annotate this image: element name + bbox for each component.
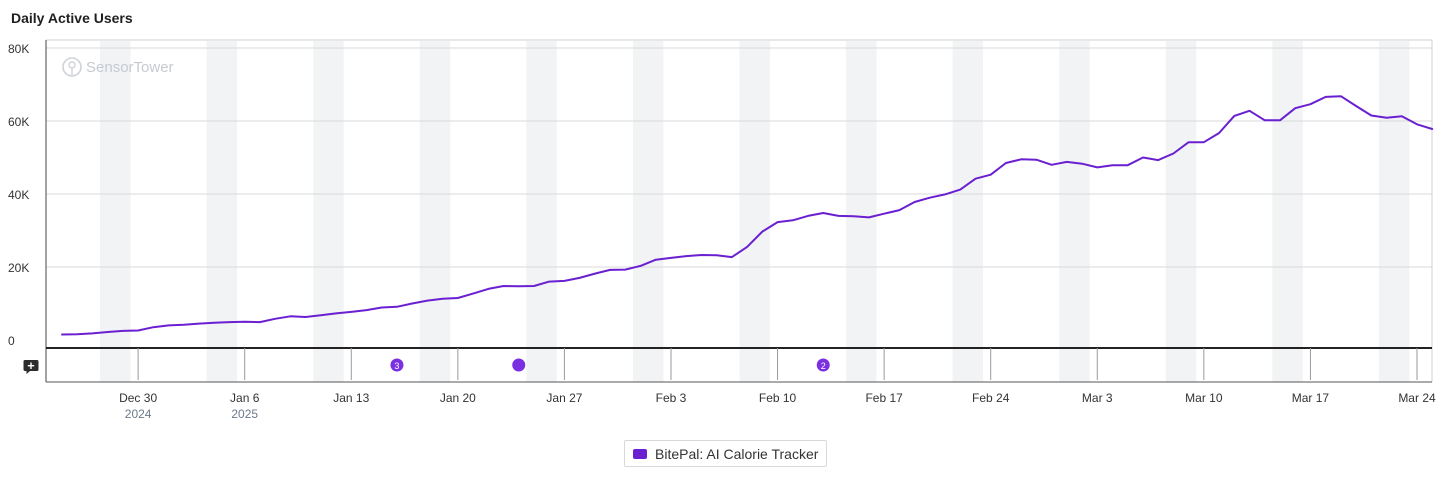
x-tick-label: Dec 30 [119, 391, 157, 405]
x-tick-year-label: 2024 [125, 407, 152, 421]
legend-swatch [633, 448, 647, 459]
annotation-marker-count: 3 [394, 361, 399, 371]
chart-title: Daily Active Users [11, 10, 133, 26]
y-tick-label: 60K [8, 115, 29, 129]
weekend-band [100, 41, 131, 382]
sensor-tower-logo-icon [62, 57, 82, 77]
annotation-marker[interactable] [512, 358, 526, 372]
watermark-text: SensorTower [86, 59, 174, 76]
y-tick-label: 20K [8, 261, 29, 275]
legend-label: BitePal: AI Calorie Tracker [655, 445, 819, 462]
x-tick-label: Mar 10 [1185, 391, 1223, 405]
x-tick-label: Mar 24 [1398, 391, 1436, 405]
weekend-band [1059, 41, 1090, 382]
add-comment-icon[interactable] [23, 360, 39, 374]
weekend-band [632, 41, 664, 382]
weekend-band [952, 41, 984, 382]
x-tick-year-label: 2025 [231, 407, 258, 421]
annotation-marker[interactable] [390, 358, 404, 372]
x-tick-label: Feb 3 [656, 391, 687, 405]
weekend-band [1378, 41, 1410, 382]
y-tick-label: 80K [8, 42, 29, 56]
weekend-band [313, 41, 344, 382]
x-tick-label: Jan 13 [333, 391, 369, 405]
weekend-band [1165, 41, 1197, 382]
annotation-marker[interactable] [816, 358, 830, 372]
legend-item[interactable]: BitePal: AI Calorie Tracker [624, 440, 828, 467]
sensor-tower-logo-inner [68, 61, 76, 69]
watermark: SensorTower [62, 57, 174, 77]
weekend-band [206, 41, 238, 382]
x-tick-label: Jan 27 [546, 391, 582, 405]
x-tick-label: Feb 10 [759, 391, 797, 405]
x-tick-label: Jan 20 [440, 391, 476, 405]
weekend-band [419, 41, 451, 382]
x-tick-label: Feb 24 [972, 391, 1010, 405]
weekend-band [1272, 41, 1303, 382]
x-tick-label: Jan 6 [230, 391, 260, 405]
x-tick-label: Mar 3 [1082, 391, 1113, 405]
x-tick-label: Feb 17 [865, 391, 903, 405]
series-line-0 [61, 95, 1434, 336]
weekend-band [739, 41, 770, 382]
y-tick-label: 40K [8, 188, 29, 202]
chart-canvas: 0 20K 40K 60K 80K Dec 30 2024 Jan 6 2025 Jan 13 Ja… [8, 39, 1436, 421]
y-tick-label: 0 [8, 334, 15, 348]
annotation-marker-count: 2 [821, 361, 826, 371]
weekend-band [846, 41, 877, 382]
x-tick-label: Mar 17 [1292, 391, 1330, 405]
weekend-band [526, 41, 557, 382]
